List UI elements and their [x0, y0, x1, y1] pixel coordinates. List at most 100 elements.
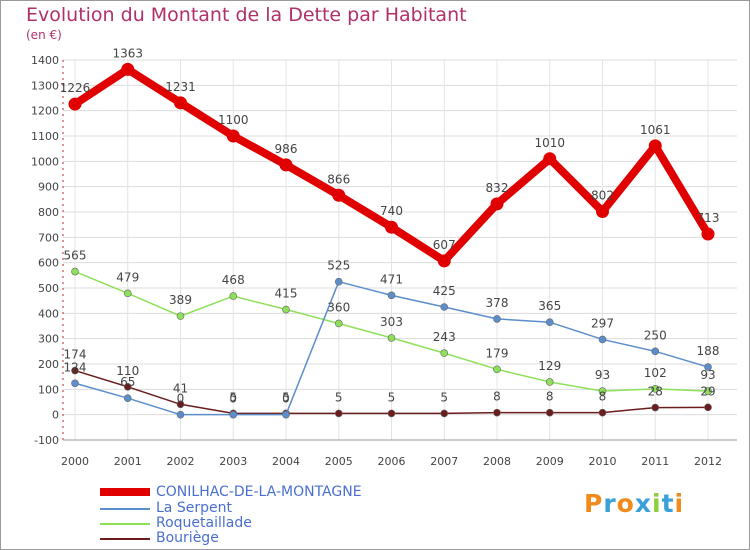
x-tick-label: 2005: [325, 455, 353, 468]
data-point: [71, 366, 79, 375]
data-point: [651, 385, 660, 393]
legend-label-bouriege: Bouriège: [156, 530, 219, 546]
data-label: 479: [116, 270, 139, 284]
data-point: [123, 394, 132, 403]
data-label: 29: [700, 384, 715, 398]
data-label: 102: [644, 366, 667, 380]
data-label: 0: [229, 392, 237, 406]
proxiti-logo: Proxiti: [584, 489, 684, 518]
x-tick-label: 2002: [167, 455, 195, 468]
x-tick-label: 2006: [378, 455, 406, 468]
data-label: 1226: [60, 81, 91, 95]
data-point: [176, 312, 185, 320]
legend-label-la-serpent: La Serpent: [156, 500, 232, 516]
data-label: 8: [599, 390, 607, 404]
data-point: [598, 387, 607, 395]
chart-title: Evolution du Montant de la Dette par Hab…: [26, 4, 467, 26]
data-label: 365: [538, 299, 561, 313]
data-label: 0: [282, 392, 290, 406]
x-tick-label: 2000: [61, 455, 89, 468]
data-label: 415: [275, 287, 298, 301]
data-point: [437, 254, 451, 268]
data-label: 124: [64, 360, 87, 374]
y-tick-label: 500: [38, 282, 59, 295]
data-point: [545, 318, 554, 327]
logo-letter: i: [674, 489, 685, 518]
data-point: [598, 408, 607, 417]
data-label: 832: [486, 181, 509, 195]
legend-label-conilhac: CONILHAC-DE-LA-MONTAGNE: [156, 484, 362, 500]
data-label: 28: [648, 385, 663, 399]
logo-letter: x: [634, 489, 652, 518]
data-label: 5: [388, 390, 396, 404]
data-point: [385, 220, 398, 234]
data-point: [387, 291, 396, 300]
logo-letter: t: [661, 489, 675, 518]
data-label: 303: [380, 315, 403, 329]
y-tick-label: 400: [38, 307, 59, 320]
data-point: [123, 289, 132, 298]
data-label: 5: [282, 390, 290, 404]
data-point: [651, 403, 660, 412]
y-tick-label: 1200: [31, 105, 59, 118]
data-label: 65: [120, 375, 135, 389]
data-point: [440, 349, 449, 357]
data-label: 8: [546, 390, 554, 404]
y-tick-label: 1100: [31, 130, 59, 143]
data-point: [387, 409, 396, 418]
data-point: [440, 303, 449, 311]
data-label: 110: [116, 364, 139, 378]
data-point: [229, 410, 238, 419]
data-point: [334, 319, 343, 328]
data-point: [701, 227, 715, 241]
data-point: [543, 152, 557, 166]
data-point: [545, 378, 554, 386]
data-label: 1363: [112, 46, 143, 60]
data-label: 8: [493, 390, 501, 404]
y-tick-label: 1400: [31, 54, 59, 67]
legend-label-roquetaillade: Roquetaillade: [156, 515, 252, 531]
y-tick-label: 100: [38, 383, 59, 396]
data-label: 0: [177, 392, 185, 406]
legend-swatch-conilhac: [100, 488, 150, 496]
data-label: 607: [433, 238, 456, 252]
data-label: 41: [173, 381, 188, 395]
x-tick-label: 2012: [694, 455, 722, 468]
data-label: 713: [697, 211, 720, 225]
y-tick-label: 900: [38, 181, 59, 194]
data-label: 93: [595, 368, 610, 382]
data-point: [648, 139, 662, 153]
data-label: 378: [486, 296, 509, 310]
data-label: 1061: [640, 123, 671, 137]
x-tick-label: 2010: [589, 455, 617, 468]
x-tick-label: 2008: [483, 455, 511, 468]
data-label: 179: [486, 346, 509, 360]
data-label: 986: [275, 142, 298, 156]
data-point: [176, 400, 185, 409]
x-tick-label: 2001: [114, 455, 142, 468]
data-point: [71, 379, 79, 388]
data-point: [334, 409, 343, 418]
data-label: 565: [64, 249, 87, 263]
data-point: [174, 96, 187, 110]
data-point: [123, 382, 132, 391]
x-tick-label: 2004: [272, 455, 300, 468]
logo-letter: o: [616, 489, 635, 518]
data-point: [493, 365, 501, 374]
data-label: 5: [440, 390, 448, 404]
y-tick-label: 300: [38, 333, 59, 346]
data-point: [387, 334, 396, 342]
legend-swatch-bouriege: [100, 538, 150, 540]
data-point: [279, 158, 293, 172]
data-point: [598, 335, 607, 344]
data-label: 93: [700, 368, 715, 382]
data-point: [493, 408, 501, 417]
data-point: [71, 267, 79, 276]
data-label: 468: [222, 273, 245, 287]
data-point: [332, 188, 346, 202]
data-label: 5: [229, 390, 237, 404]
legend-swatch-la-serpent: [100, 508, 150, 510]
data-point: [68, 97, 82, 111]
